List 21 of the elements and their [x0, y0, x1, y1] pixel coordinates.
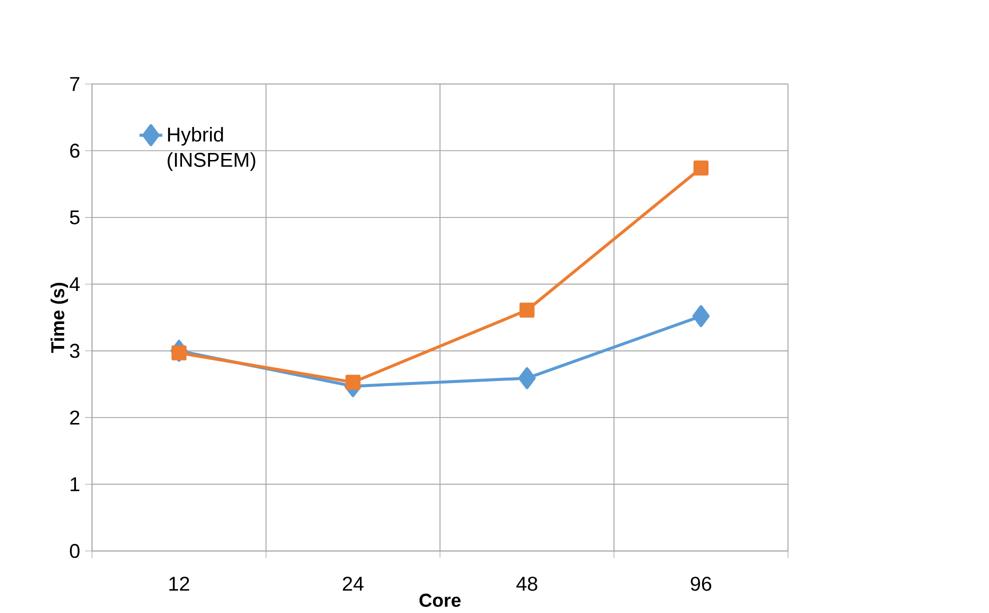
point [694, 160, 708, 176]
y-tick-label: 5 [70, 210, 80, 224]
point [518, 367, 536, 390]
legend-label: Hybrid (INSPEM) [168, 126, 256, 171]
x-tick-label: 96 [690, 576, 712, 591]
y-tick-label: 6 [70, 144, 80, 158]
x-tick-label: 12 [169, 576, 190, 591]
y-tick-label: 1 [70, 477, 80, 492]
y-tick-label: 3 [70, 344, 80, 358]
point [346, 374, 361, 390]
y-tick-label: 7 [70, 77, 80, 91]
y-axis-title: Time (s) [50, 282, 68, 353]
x-axis-title: Core [420, 594, 461, 607]
point [692, 305, 710, 328]
y-tick-label: 2 [70, 410, 80, 425]
point [520, 302, 534, 318]
x-tick-label: 48 [516, 576, 538, 591]
point [172, 345, 187, 360]
y-tick-label: 0 [70, 544, 80, 558]
y-tick-label: 4 [70, 277, 80, 292]
x-tick-label: 24 [342, 576, 364, 591]
